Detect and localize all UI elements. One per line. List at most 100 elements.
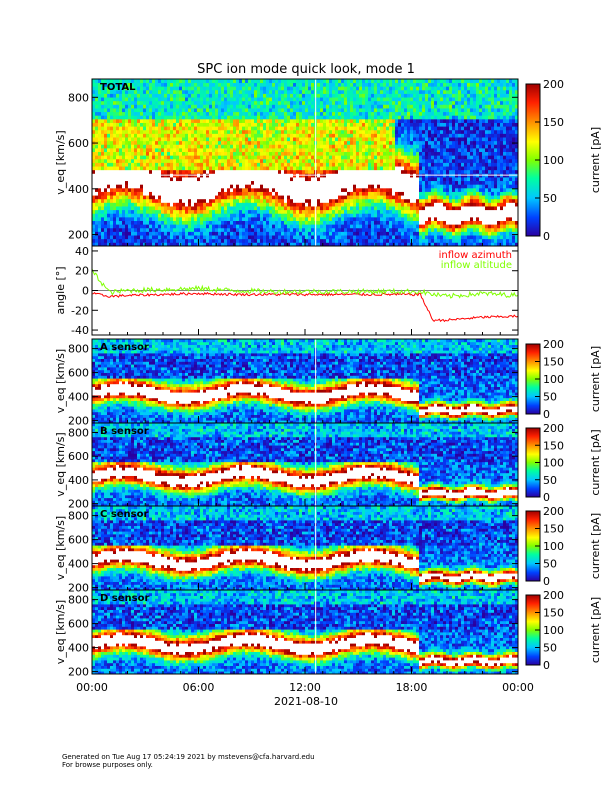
heatmap-cell (332, 238, 336, 243)
heatmap-cell (392, 209, 396, 214)
heatmap-cell (323, 187, 327, 192)
heatmap-cell (221, 100, 225, 105)
heatmap-cell (116, 133, 120, 138)
heatmap-cell (311, 122, 315, 127)
heatmap-cell (254, 140, 258, 145)
heatmap-cell (176, 191, 180, 196)
heatmap-cell (329, 242, 333, 247)
heatmap-cell (401, 198, 405, 203)
heatmap-cell (197, 202, 201, 207)
heatmap-cell (116, 206, 120, 211)
heatmap-cell (257, 86, 261, 91)
heatmap-cell (251, 180, 255, 185)
heatmap-cell (173, 162, 177, 167)
heatmap-cell (203, 111, 207, 116)
heatmap-cell (128, 115, 132, 120)
heatmap-cell (332, 180, 336, 185)
heatmap-cell (284, 162, 288, 167)
heatmap-cell (230, 111, 234, 116)
heatmap-cell (353, 155, 357, 160)
heatmap-cell (209, 177, 213, 182)
heatmap-cell (134, 126, 138, 131)
heatmap-cell (149, 180, 153, 185)
heatmap-cell (227, 104, 231, 109)
heatmap-cell (338, 209, 342, 214)
heatmap-cell (281, 213, 285, 218)
heatmap-cell (281, 147, 285, 153)
heatmap-cell (287, 213, 291, 218)
heatmap-cell (230, 220, 234, 225)
heatmap-cell (146, 97, 150, 102)
heatmap-cell (197, 100, 201, 105)
heatmap-cell (287, 187, 291, 192)
heatmap-cell (260, 122, 264, 127)
heatmap-cell (347, 195, 351, 200)
heatmap-cell (305, 126, 309, 131)
heatmap-cell (362, 238, 366, 243)
heatmap-cell (272, 147, 276, 153)
heatmap-cell (308, 122, 312, 127)
heatmap-cell (389, 187, 393, 192)
heatmap-cell (209, 242, 213, 247)
heatmap-cell (95, 151, 99, 156)
heatmap-cell (224, 151, 228, 156)
heatmap-cell (290, 187, 294, 192)
heatmap-cell (140, 198, 144, 203)
heatmap-cell (227, 89, 231, 94)
heatmap-cell (389, 216, 393, 221)
heatmap-cell (416, 227, 420, 232)
heatmap-cell (317, 166, 321, 171)
heatmap-cell (320, 209, 324, 214)
heatmap-cell (152, 147, 156, 153)
heatmap-cell (407, 118, 411, 123)
heatmap-cell (200, 111, 204, 116)
heatmap-cell (377, 115, 381, 120)
heatmap-cell (140, 97, 144, 102)
heatmap-cell (359, 166, 363, 171)
heatmap-cell (215, 227, 219, 232)
heatmap-cell (131, 206, 135, 211)
heatmap-cell (248, 144, 252, 149)
heatmap-cell (266, 206, 270, 211)
heatmap-cell (389, 158, 393, 163)
heatmap-cell (407, 166, 411, 171)
heatmap-cell (248, 111, 252, 116)
heatmap-cell (131, 195, 135, 200)
heatmap-cell (281, 169, 285, 174)
heatmap-cell (281, 108, 285, 113)
heatmap-cell (116, 180, 120, 185)
heatmap-cell (368, 231, 372, 236)
heatmap-cell (128, 206, 132, 211)
heatmap-cell (107, 97, 111, 102)
heatmap-cell (335, 198, 339, 203)
heatmap-cell (257, 216, 261, 221)
heatmap-cell (254, 216, 258, 221)
heatmap-cell (269, 79, 273, 84)
heatmap-cell (260, 93, 264, 98)
heatmap-cell (122, 177, 126, 182)
heatmap-cell (356, 118, 360, 123)
heatmap-cell (251, 166, 255, 171)
heatmap-cell (158, 184, 162, 189)
heatmap-cell (284, 151, 288, 156)
heatmap-cell (104, 118, 108, 123)
heatmap-cell (284, 202, 288, 207)
heatmap-cell (158, 224, 162, 229)
heatmap-cell (185, 235, 189, 240)
heatmap-cell (149, 184, 153, 189)
heatmap-cell (212, 140, 216, 145)
heatmap-cell (155, 89, 159, 94)
heatmap-cell (347, 187, 351, 192)
heatmap-cell (374, 115, 378, 120)
heatmap-cell (167, 155, 171, 160)
heatmap-cell (113, 191, 117, 196)
heatmap-cell (302, 111, 306, 116)
heatmap-cell (260, 206, 264, 211)
heatmap-cell (344, 104, 348, 109)
heatmap-cell (344, 242, 348, 247)
heatmap-cell (92, 108, 96, 113)
heatmap-cell (146, 198, 150, 203)
heatmap-cell (317, 180, 321, 185)
heatmap-cell (92, 231, 96, 236)
heatmap-cell (203, 184, 207, 189)
